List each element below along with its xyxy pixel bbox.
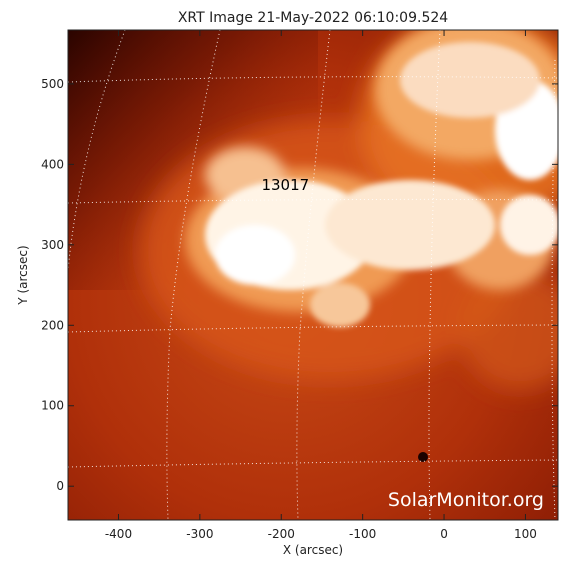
grid-latitude-line bbox=[68, 76, 558, 83]
y-tick-label: 100 bbox=[41, 399, 64, 413]
grid-latitude-line bbox=[68, 459, 558, 468]
grid-longitude-line bbox=[428, 30, 441, 520]
grid-latitude-line bbox=[68, 324, 558, 333]
grid-latitude-line bbox=[68, 198, 558, 204]
active-region-labels: 13017 bbox=[261, 176, 309, 194]
dark-spot bbox=[418, 452, 428, 462]
watermark: SolarMonitor.org bbox=[388, 489, 544, 511]
heliographic-grid bbox=[68, 30, 558, 520]
x-tick-label: -400 bbox=[105, 527, 132, 541]
y-tick-label: 0 bbox=[56, 479, 64, 493]
y-axis: 0 100 200 300 400 500 bbox=[41, 77, 558, 493]
grid-longitude-line bbox=[551, 59, 556, 520]
x-tick-label: -200 bbox=[268, 527, 295, 541]
x-axis: -400 -300 -200 -100 0 100 bbox=[105, 30, 537, 541]
active-region-core bbox=[205, 42, 558, 327]
y-tick-label: 500 bbox=[41, 77, 64, 91]
x-tick-label: 100 bbox=[514, 527, 537, 541]
x-axis-label: X (arcsec) bbox=[283, 543, 343, 557]
grid-longitude-line bbox=[166, 30, 221, 520]
y-tick-label: 300 bbox=[41, 238, 64, 252]
plot-frame bbox=[67, 29, 559, 521]
y-tick-label: 200 bbox=[41, 318, 64, 332]
x-tick-label: -100 bbox=[349, 527, 376, 541]
solar-image-area bbox=[68, 30, 558, 520]
x-tick-label: -300 bbox=[186, 527, 213, 541]
x-tick-label: 0 bbox=[440, 527, 448, 541]
y-tick-label: 400 bbox=[41, 157, 64, 171]
chart-title: XRT Image 21-May-2022 06:10:09.524 bbox=[178, 10, 448, 26]
active-region-label: 13017 bbox=[261, 176, 309, 194]
y-axis-label: Y (arcsec) bbox=[16, 245, 30, 305]
